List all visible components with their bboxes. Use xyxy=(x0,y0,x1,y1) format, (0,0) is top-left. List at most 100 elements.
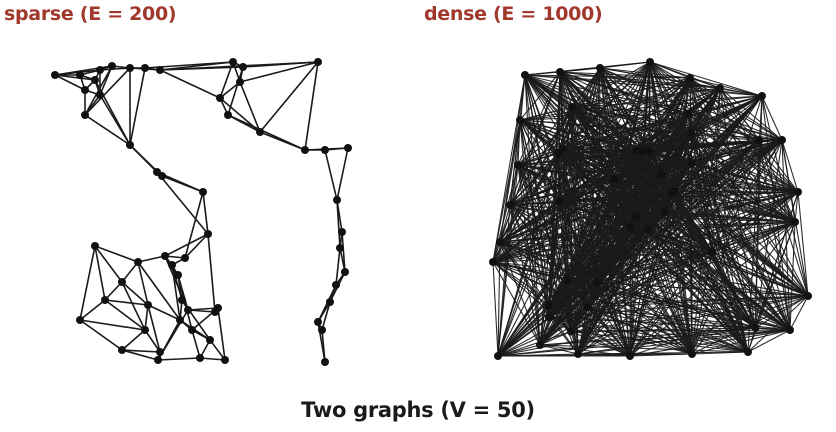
dense-graph-vertex xyxy=(568,103,577,112)
dense-graph-edge xyxy=(497,316,550,357)
dense-graph-edge xyxy=(570,331,631,357)
dense-graph-vertex xyxy=(574,350,582,358)
dense-graph-edge xyxy=(572,61,651,108)
dense-graph-edge xyxy=(649,61,763,97)
dense-graph-edge xyxy=(570,251,713,333)
dense-graph-edge xyxy=(572,77,691,108)
sparse-graph-edge xyxy=(227,114,306,151)
dense-graph-edge xyxy=(570,107,573,332)
sparse-graph-vertex xyxy=(96,66,104,74)
dense-graph-edge xyxy=(492,261,572,332)
sparse-graph-edge xyxy=(104,281,123,301)
dense-graph-edge xyxy=(557,95,763,155)
dense-graph-edge xyxy=(690,162,749,353)
sparse-graph-edge xyxy=(94,245,139,263)
dense-graph-edge xyxy=(517,164,550,318)
dense-graph-vertex xyxy=(516,116,524,124)
sparse-graph-edge xyxy=(147,304,161,353)
dense-graph-edge xyxy=(586,162,692,308)
dense-graph-edge xyxy=(642,139,760,153)
dense-graph-edge xyxy=(558,150,638,203)
dense-graph-vertex xyxy=(755,136,764,145)
dense-graph-edge xyxy=(661,139,760,175)
sparse-graph-vertex xyxy=(51,71,59,79)
dense-graph-edge xyxy=(499,241,756,329)
sparse-graph-edge xyxy=(104,299,146,331)
dense-graph-edge xyxy=(492,119,521,263)
dense-graph-vertex xyxy=(583,303,592,312)
sparse-graph-edge xyxy=(159,69,221,99)
dense-graph-edge xyxy=(630,139,760,228)
dense-graph-vertices xyxy=(489,58,812,360)
sparse-graph-edge xyxy=(207,233,216,313)
sparse-graph-edge xyxy=(164,233,209,257)
dense-graph-vertex xyxy=(645,147,654,156)
dense-graph-edge xyxy=(687,113,791,331)
dense-graph-edge xyxy=(789,295,809,331)
dense-graph-edge xyxy=(587,251,713,308)
sparse-graph-edges xyxy=(54,61,349,363)
dense-graph-edge xyxy=(519,119,541,346)
dense-graph-edge xyxy=(572,106,688,114)
dense-graph-edge xyxy=(690,132,791,331)
dense-graph-edge xyxy=(649,151,809,297)
sparse-graph-edge xyxy=(137,261,181,321)
sparse-graph-vertex xyxy=(76,316,84,324)
dense-graph-vertex xyxy=(751,323,760,332)
dense-graph-edge xyxy=(499,241,568,281)
dense-graph-edge xyxy=(571,106,638,152)
dense-graph-edge xyxy=(499,204,511,243)
dense-graph-edge xyxy=(687,112,796,223)
sparse-graph-vertex xyxy=(118,346,126,354)
sparse-graph-edge xyxy=(121,329,146,351)
dense-graph-edge xyxy=(548,151,644,318)
dense-graph-vertex xyxy=(594,278,603,287)
dense-graph-edge xyxy=(492,261,550,307)
dense-graph-edge xyxy=(548,251,713,318)
sparse-graph-vertex xyxy=(108,62,116,70)
dense-graph-edge xyxy=(586,178,615,308)
dense-graph-edge xyxy=(630,226,756,329)
dense-graph-edge xyxy=(689,77,763,97)
dense-graph-edge xyxy=(572,106,692,134)
dense-graph-edge xyxy=(570,327,756,333)
sparse-graph-edge xyxy=(121,349,161,353)
dense-graph-edge xyxy=(562,148,568,281)
dense-graph-vertex xyxy=(670,187,679,196)
dense-graph-edge xyxy=(519,106,573,121)
sparse-graph-edge xyxy=(54,74,86,91)
dense-graph-edge xyxy=(660,113,689,175)
dense-graph-edge xyxy=(690,132,749,353)
dense-graph-vertex xyxy=(558,144,567,153)
dense-graph-edge xyxy=(642,151,756,329)
dense-graph-edge xyxy=(548,178,615,307)
sparse-graph-edge xyxy=(199,357,226,361)
dense-graph-edge xyxy=(711,251,809,297)
sparse-graph-edge xyxy=(147,304,181,321)
sparse-graph-vertex xyxy=(184,306,192,314)
sparse-graph-vertex xyxy=(314,318,322,326)
sparse-graph-vertex xyxy=(338,228,346,236)
dense-graph-edge xyxy=(758,95,763,141)
dense-graph-edge xyxy=(499,241,550,318)
dense-graph-vertex xyxy=(562,276,571,285)
dense-graph-edge xyxy=(794,191,799,223)
sparse-graph-edge xyxy=(219,97,261,133)
dense-graph-edge xyxy=(630,151,644,228)
sparse-graph-vertex xyxy=(168,261,176,269)
dense-graph-edge xyxy=(687,112,783,141)
dense-graph-vertex xyxy=(494,352,502,360)
dense-graph-edge xyxy=(711,140,760,252)
dense-graph-edge xyxy=(566,161,692,281)
sparse-graph-vertex xyxy=(144,301,152,309)
sparse-graph-edge xyxy=(217,307,226,361)
dense-graph-vertex xyxy=(687,128,696,137)
dense-graph-vertex xyxy=(643,225,652,234)
sparse-graph-vertex xyxy=(156,66,164,74)
dense-graph-edge xyxy=(562,148,662,175)
sparse-graph-vertex xyxy=(81,86,89,94)
dense-graph-edge xyxy=(548,191,676,318)
sparse-graph-edge xyxy=(157,357,201,361)
dense-graph-edge xyxy=(519,119,560,202)
dense-graph-edge xyxy=(558,77,691,203)
